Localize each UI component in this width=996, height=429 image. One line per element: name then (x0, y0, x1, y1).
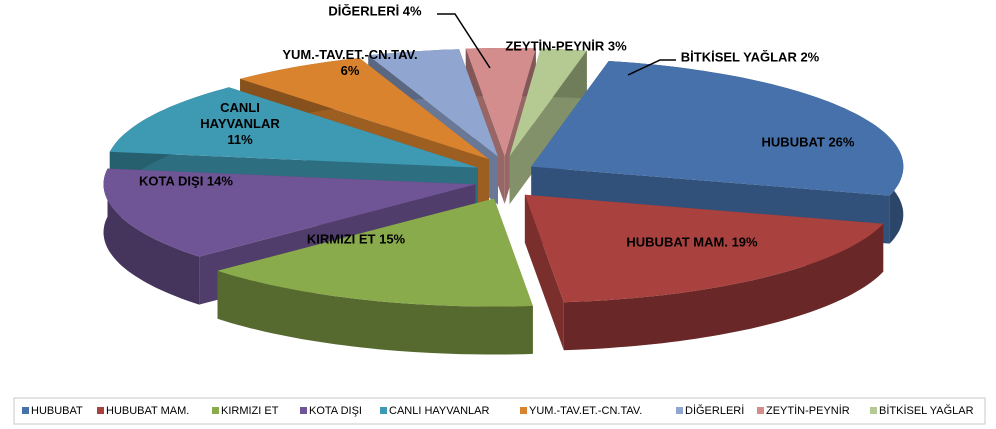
legend-swatch (97, 407, 104, 414)
slice-side (217, 270, 533, 355)
legend-swatch (757, 407, 764, 414)
data-label: KIRMIZI ET 15% (307, 231, 406, 246)
data-label: HUBUBAT 26% (762, 134, 855, 149)
slice (509, 48, 587, 157)
legend-label: CANLI HAYVANLAR (389, 405, 490, 417)
leader-line (627, 59, 676, 76)
legend-swatch (22, 407, 29, 414)
legend-box (13, 397, 986, 425)
legend-label: HUBUBAT (31, 405, 83, 417)
data-label: YUM.-TAV.ET.-CN.TAV. 6% (282, 47, 417, 78)
legend-label: YUM.-TAV.ET.-CN.TAV. (529, 405, 642, 417)
legend-label: KIRMIZI ET (221, 405, 279, 417)
leader-line (437, 13, 491, 69)
data-label: CANLI HAYVANLAR 11% (200, 100, 280, 147)
legend-label: BİTKİSEL YAĞLAR (879, 404, 974, 417)
legend-swatch (676, 407, 683, 414)
legend-label: HUBUBAT MAM. (106, 405, 189, 417)
data-label: HUBUBAT MAM. 19% (626, 234, 758, 249)
slice (103, 168, 476, 257)
legend-swatch (300, 407, 307, 414)
slice (109, 87, 478, 168)
data-label: BİTKİSEL YAĞLAR 2% (681, 49, 820, 64)
data-label: ZEYTİN-PEYNİR 3% (505, 38, 627, 53)
slice (240, 58, 489, 160)
legend-swatch (380, 407, 387, 414)
slice-wall (524, 194, 564, 351)
legend-swatch (520, 407, 527, 414)
legend-swatch (212, 407, 219, 414)
slice-side (563, 223, 884, 351)
slice (524, 194, 884, 303)
slice (531, 61, 904, 196)
slice (217, 198, 533, 307)
data-label: KOTA DIŞI 14% (139, 173, 233, 188)
legend-swatch (870, 407, 877, 414)
slice (368, 49, 498, 157)
slice (465, 48, 536, 156)
data-label: DİĞERLERİ 4% (328, 3, 422, 18)
slice-side (103, 168, 200, 305)
legend-label: DİĞERLERİ (685, 404, 744, 417)
legend-label: ZEYTİN-PEYNİR (766, 404, 850, 417)
legend-label: KOTA DIŞI (309, 405, 362, 417)
